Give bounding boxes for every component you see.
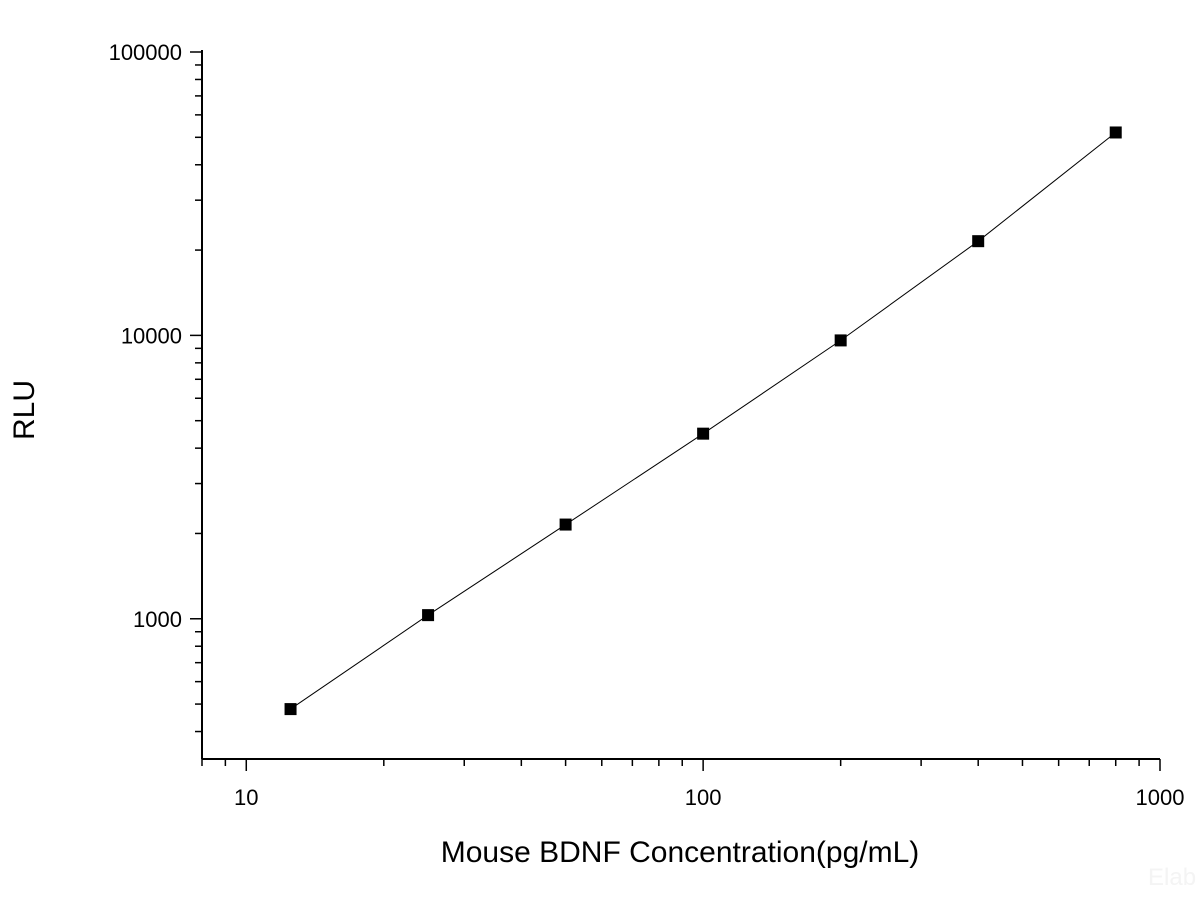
data-point [422, 609, 435, 622]
y-axis-ticks [190, 51, 202, 733]
x-tick-label: 10 [234, 785, 258, 810]
y-tick-label: 1000 [133, 607, 182, 632]
data-point [559, 518, 572, 531]
x-axis-ticks [201, 759, 1161, 771]
data-point [834, 334, 847, 347]
x-tick-label: 100 [685, 785, 722, 810]
data-point [1109, 126, 1122, 139]
data-markers [284, 126, 1122, 716]
data-point [284, 703, 297, 716]
y-axis-title: RLU [8, 380, 41, 440]
data-point [697, 427, 710, 440]
x-axis-title: Mouse BDNF Concentration(pg/mL) [441, 836, 920, 869]
axes [201, 50, 1160, 760]
y-tick-label: 100000 [109, 40, 182, 65]
fit-line [290, 132, 1117, 710]
data-point [972, 235, 985, 248]
y-tick-label: 10000 [121, 323, 182, 348]
x-tick-label: 1000 [1136, 785, 1185, 810]
watermark: Elab [1148, 864, 1196, 891]
fit-line-group [290, 132, 1117, 710]
x-axis-tick-labels: 10 100 1000 [234, 785, 1184, 810]
y-axis-tick-labels: 1000 10000 100000 [109, 40, 182, 632]
